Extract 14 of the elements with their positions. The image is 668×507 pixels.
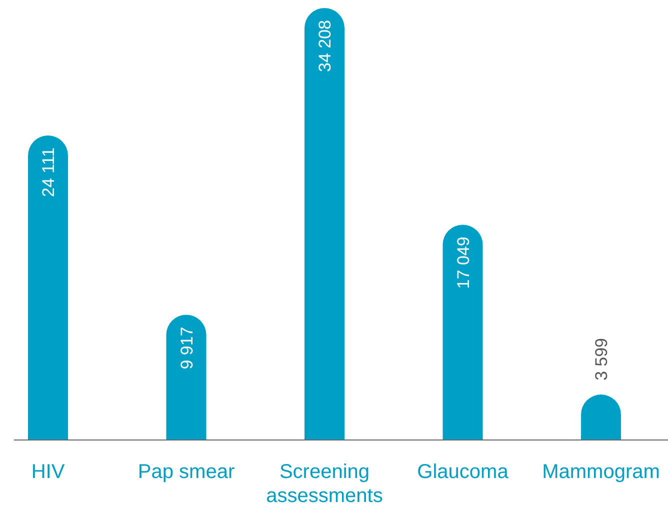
- bar: [304, 8, 344, 440]
- bar: [166, 314, 206, 440]
- x-tick-label: HIV: [31, 461, 66, 483]
- x-tick-label: Glaucoma: [417, 461, 510, 483]
- x-tick-label: Screening assessments: [266, 461, 383, 507]
- x-tick-label: Pap smear: [138, 461, 235, 483]
- x-tick-label: Mammogram: [542, 461, 660, 483]
- bar: [442, 224, 483, 440]
- data-label: 34 208: [316, 20, 334, 72]
- data-label: 24 111: [39, 148, 58, 197]
- data-label: 17 049: [454, 236, 473, 289]
- bar: [28, 136, 68, 440]
- data-label: 3 599: [592, 338, 611, 381]
- data-label: 9 917: [177, 326, 196, 370]
